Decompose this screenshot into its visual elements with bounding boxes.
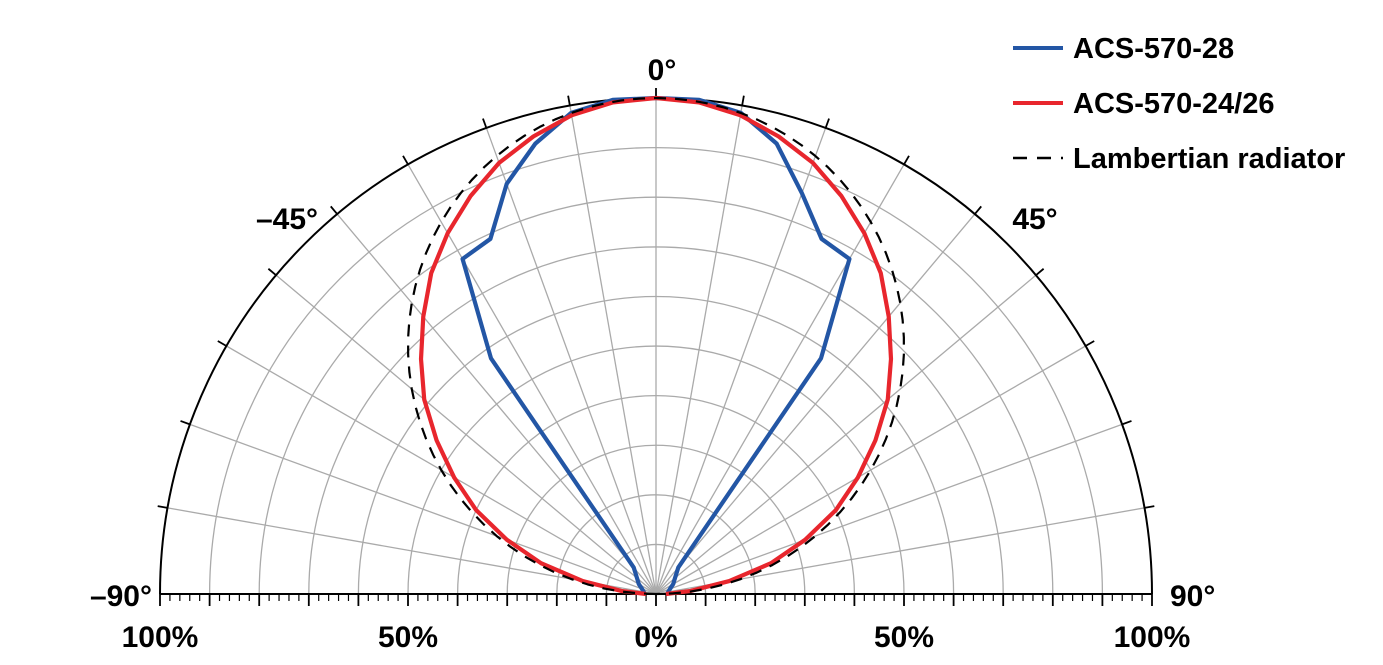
radial-label-center-0: 0% — [634, 621, 677, 654]
arc-tick-m80 — [157, 505, 168, 509]
legend-item-acs-570-28: ACS-570-28 — [1013, 33, 1234, 65]
grid-spoke-30 — [655, 164, 905, 595]
arc-tick-10 — [741, 95, 745, 106]
grid-spoke-m70 — [189, 423, 657, 595]
grid-spoke-m30 — [407, 164, 657, 595]
radial-tick-labels: 100% 50% 0% 50% 100% — [122, 621, 1191, 654]
legend-label-acs-570-28: ACS-570-28 — [1073, 33, 1234, 65]
angle-tick-labels: 0° 45° –45° 90° –90° — [90, 54, 1215, 613]
arc-tick-m60 — [217, 340, 227, 347]
radial-label-left-50: 50% — [378, 621, 438, 654]
radial-label-left-100: 100% — [122, 621, 199, 654]
arc-tick-30 — [903, 155, 910, 165]
grid-spoke-70 — [655, 423, 1123, 595]
grid-spoke-m10 — [569, 105, 657, 595]
arc-tick-70 — [1121, 420, 1132, 426]
grid-spoke-40 — [655, 213, 976, 595]
arc-tick-m50 — [267, 268, 277, 276]
grid-spoke-m20 — [485, 127, 657, 595]
legend-label-lambertian: Lambertian radiator — [1073, 143, 1345, 175]
angle-label-45: 45° — [1012, 203, 1057, 236]
angle-label-minus-45: –45° — [256, 203, 318, 236]
grid-spoke-10 — [655, 105, 743, 595]
arc-tick-50 — [1035, 268, 1045, 276]
series-line-lambertian-radiator — [407, 96, 905, 596]
arc-tick-80 — [1144, 505, 1155, 509]
arc-tick-20 — [824, 118, 830, 129]
legend-item-lambertian: Lambertian radiator — [1013, 143, 1345, 175]
grid-spoke-m50 — [275, 274, 657, 595]
radial-label-right-100: 100% — [1114, 621, 1191, 654]
legend-item-acs-570-24-26: ACS-570-24/26 — [1013, 88, 1275, 120]
series-layer — [407, 95, 905, 597]
radial-label-right-50: 50% — [874, 621, 934, 654]
arc-tick-40 — [974, 205, 982, 215]
arc-tick-m10 — [567, 95, 571, 106]
polar-grid — [167, 98, 1145, 595]
grid-spoke-60 — [655, 345, 1086, 595]
legend: ACS-570-28 ACS-570-24/26 Lambertian radi… — [1013, 33, 1345, 175]
arc-tick-m20 — [482, 118, 488, 129]
angle-label-90: 90° — [1170, 580, 1215, 613]
arc-tick-60 — [1085, 340, 1095, 347]
grid-spoke-50 — [655, 274, 1037, 595]
angle-label-minus-90: –90° — [90, 580, 152, 613]
grid-spoke-20 — [655, 127, 827, 595]
grid-spoke-m40 — [336, 213, 657, 595]
legend-label-acs-570-24-26: ACS-570-24/26 — [1073, 88, 1275, 120]
arc-tick-m30 — [402, 155, 409, 165]
arc-tick-m40 — [330, 205, 338, 215]
arc-tick-m70 — [180, 420, 191, 426]
angle-label-0: 0° — [648, 54, 677, 87]
